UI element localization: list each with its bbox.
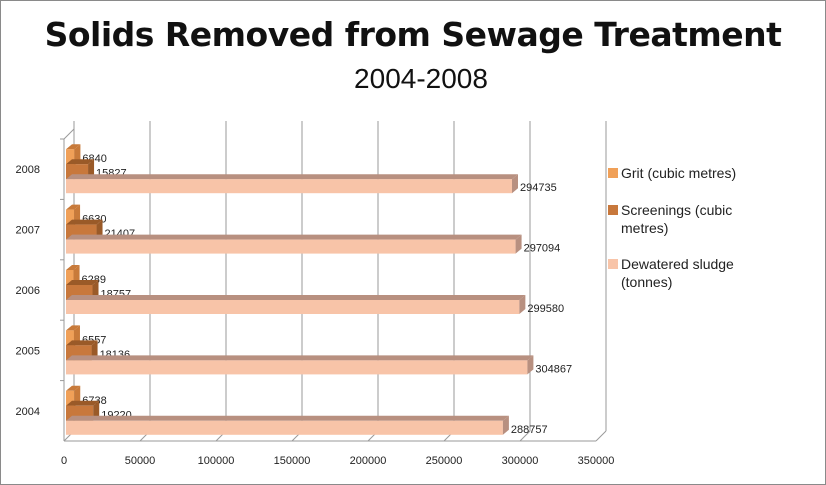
floor-tick: [519, 430, 531, 442]
y-tick-label: 2008: [16, 164, 40, 176]
bar-top: [66, 159, 95, 165]
bar-0: [66, 330, 74, 347]
bar-side: [511, 174, 518, 194]
bar-top: [66, 204, 81, 210]
bar-side: [519, 295, 526, 314]
legend-label: Grit (cubic metres): [621, 165, 737, 181]
x-tick-label: 300000: [502, 455, 539, 467]
bar-0: [66, 270, 74, 286]
floor-tick: [595, 430, 607, 442]
data-label: 299580: [527, 303, 564, 315]
legend-item-screenings: Screenings (cubic metres): [608, 201, 761, 237]
bar-side: [527, 355, 534, 375]
legend-label: Screenings (cubic metres): [621, 202, 733, 236]
y-tick-label: 2006: [16, 285, 40, 297]
x-tick-label: 350000: [578, 455, 615, 467]
bar-0: [66, 209, 75, 226]
bar-2: [66, 300, 520, 314]
x-tick-label: 250000: [426, 455, 463, 467]
bar-2: [66, 179, 512, 194]
bar-top: [66, 265, 80, 270]
bar-2: [66, 239, 516, 254]
x-tick-label: 200000: [350, 455, 387, 467]
data-label: 294735: [520, 182, 557, 194]
bar-top: [66, 219, 103, 225]
chart-title: Solids Removed from Sewage Treatment: [44, 15, 782, 54]
bar-top: [66, 355, 534, 361]
y-axis-top: [63, 128, 75, 140]
data-label: 288757: [511, 424, 548, 436]
bar-2: [66, 360, 528, 375]
bar-top: [66, 325, 80, 331]
bar-top: [66, 295, 526, 300]
bar-side: [502, 415, 509, 435]
chart-subtitle: 2004-2008: [354, 63, 488, 94]
y-tick-label: 2007: [16, 225, 40, 237]
legend-item-sludge: Dewatered sludge (tonnes): [608, 255, 761, 291]
bar-top: [66, 144, 81, 150]
bar-top: [66, 174, 518, 180]
bar-top: [66, 400, 100, 406]
x-tick-label: 150000: [274, 455, 311, 467]
x-tick-label: 0: [61, 455, 67, 467]
bar-top: [66, 385, 81, 391]
bar-side: [515, 234, 522, 254]
bar-top: [66, 280, 99, 285]
data-label: 297094: [524, 243, 561, 255]
legend-label: Dewatered sludge (tonnes): [621, 256, 734, 290]
bar-0: [66, 149, 75, 166]
legend-swatch-grit: [608, 168, 618, 178]
x-tick-label: 50000: [125, 455, 156, 467]
bar-0: [66, 390, 75, 407]
legend-swatch-screenings: [608, 205, 618, 215]
x-tick-label: 100000: [198, 455, 235, 467]
bar-top: [66, 415, 509, 421]
legend-item-grit: Grit (cubic metres): [608, 164, 771, 182]
y-tick-label: 2005: [16, 345, 40, 357]
bar-top: [66, 340, 98, 346]
legend-swatch-sludge: [608, 259, 618, 269]
bar-2: [66, 420, 503, 435]
data-label: 304867: [535, 363, 572, 375]
bar-top: [66, 234, 522, 240]
y-tick-label: 2004: [16, 406, 40, 418]
